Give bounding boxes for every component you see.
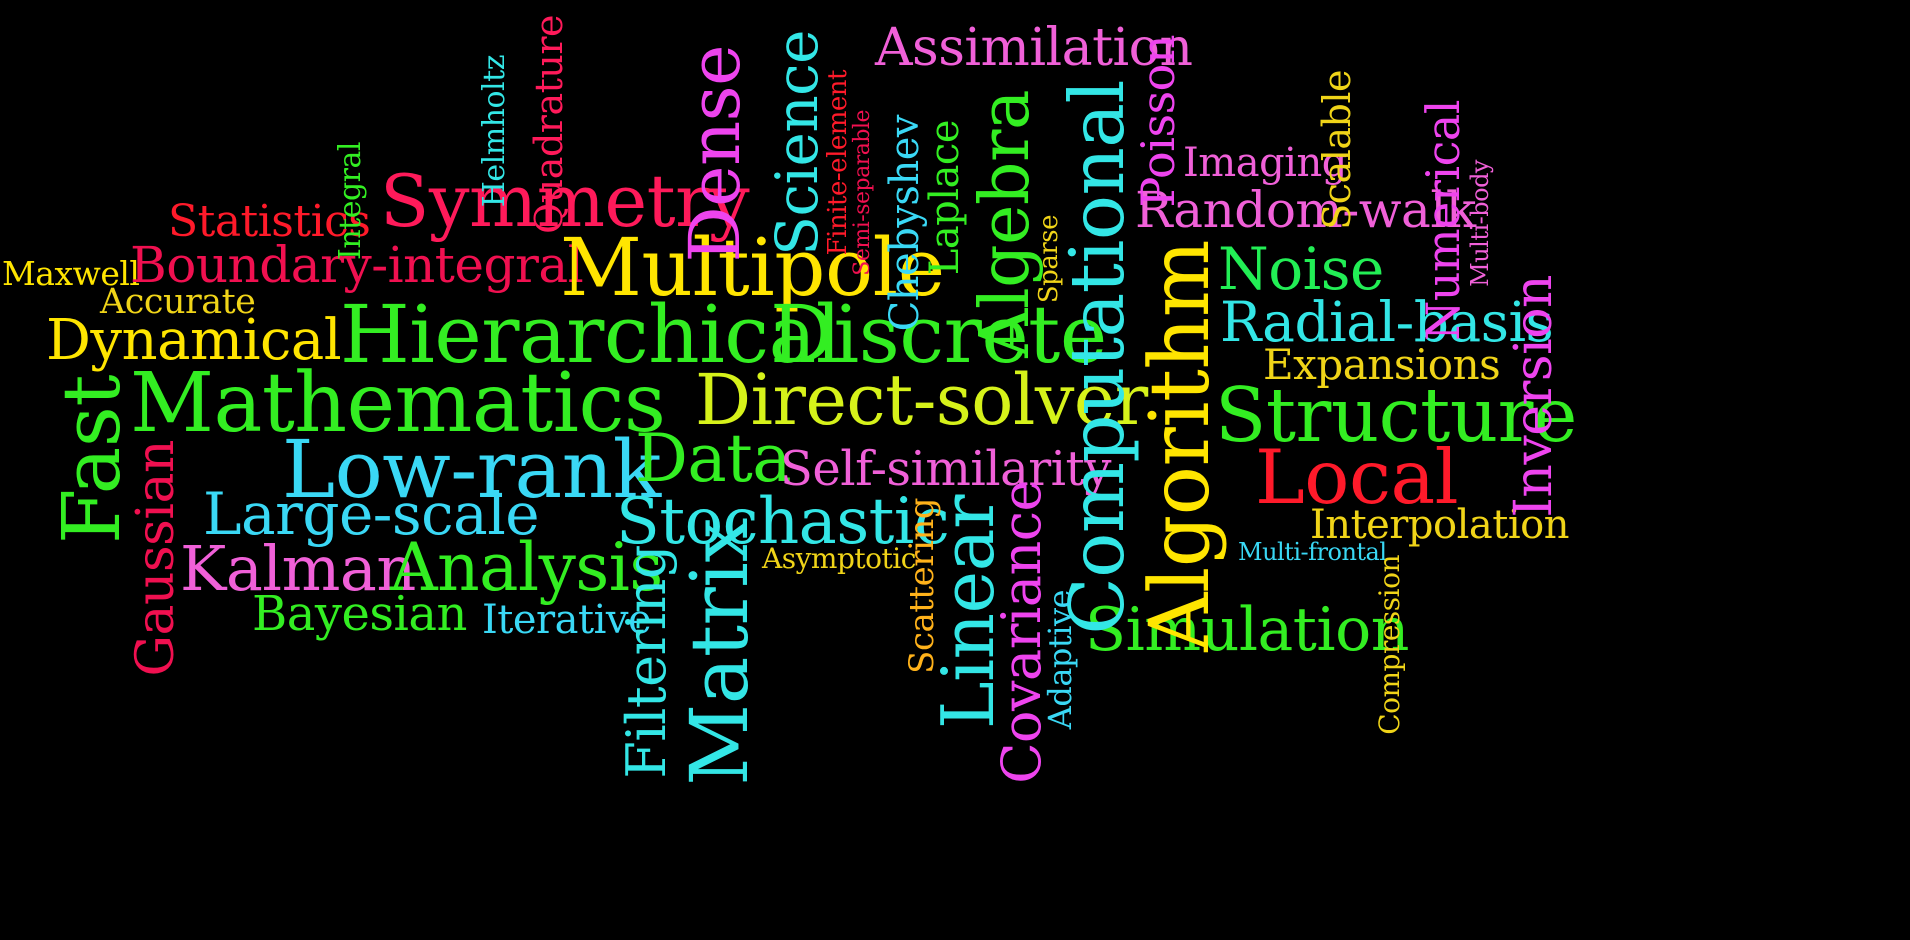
word-fast: Fast	[45, 375, 138, 544]
word-multipole: Multipole	[560, 221, 945, 314]
word-numerical: Numerical	[1416, 100, 1470, 341]
word-large-scale: Large-scale	[203, 480, 540, 548]
word-dense: Dense	[674, 45, 756, 263]
word-gaussian: Gaussian	[126, 440, 186, 677]
word-mathematics: Mathematics	[130, 356, 666, 451]
word-structure: Structure	[1215, 371, 1577, 459]
word-kalman: Kalman	[180, 532, 416, 605]
word-inversion: Inversion	[1504, 275, 1564, 518]
word-radial-basis: Radial-basis	[1220, 290, 1554, 354]
word-self-similarity: Self-similarity	[780, 441, 1111, 497]
word-compression: Compression	[1373, 555, 1406, 735]
word-algebra: Algebra	[966, 90, 1045, 358]
word-imaging: Imaging	[1183, 140, 1347, 186]
word-interpolation: Interpolation	[1310, 502, 1569, 548]
word-data: Data	[635, 420, 792, 497]
word-statistics: Statistics	[168, 196, 371, 247]
word-stochastic: Stochastic	[616, 485, 950, 559]
word-discrete: Discrete	[770, 288, 1107, 381]
word-random-walk: Random-walk	[1135, 181, 1476, 239]
word-asymptotic: Asymptotic	[762, 542, 916, 575]
word-local: Local	[1255, 433, 1459, 521]
word-poisson: Poisson	[1131, 35, 1185, 208]
word-quadrature: Quadrature	[527, 15, 571, 234]
word-noise: Noise	[1218, 235, 1384, 303]
word-scalable: Scalable	[1315, 70, 1359, 230]
word-computational: Computational	[1053, 80, 1141, 635]
word-symmetry: Symmetry	[380, 159, 750, 243]
word-science: Science	[763, 30, 831, 256]
word-analysis: Analysis	[390, 529, 663, 606]
word-chebyshev: Chebyshev	[882, 115, 928, 332]
word-simulation: Simulation	[1085, 595, 1409, 665]
word-bayesian: Bayesian	[252, 586, 467, 642]
word-maxwell: Maxwell	[2, 254, 140, 293]
word-dynamical: Dynamical	[46, 308, 342, 373]
word-algorithm: Algorithm	[1133, 240, 1228, 652]
word-direct-solver: Direct-solver	[695, 359, 1148, 441]
word-iterative: Iterative	[482, 597, 652, 643]
word-helmholtz: Helmholtz	[477, 55, 512, 208]
word-boundary-integral: Boundary-integral	[130, 236, 584, 294]
word-assimilation: Assimilation	[875, 18, 1193, 78]
word-multi-body: Multi-body	[1466, 160, 1494, 287]
word-hierarchical: Hierarchical	[340, 288, 841, 381]
word-integral: Integral	[333, 142, 368, 261]
word-filtering: Filtering	[615, 545, 678, 779]
word-multi-frontal: Multi-frontal	[1238, 538, 1387, 566]
word-accurate: Accurate	[100, 282, 256, 322]
word-laplace: Laplace	[922, 120, 968, 276]
word-semi-separable: Semi-separable	[850, 110, 875, 276]
word-finite-element: Finite-element	[823, 70, 853, 256]
word-adaptive: Adaptive	[1041, 590, 1079, 730]
word-expansions: Expansions	[1263, 340, 1501, 389]
word-low-rank: Low-rank	[282, 423, 661, 516]
word-matrix: Matrix	[673, 518, 766, 786]
